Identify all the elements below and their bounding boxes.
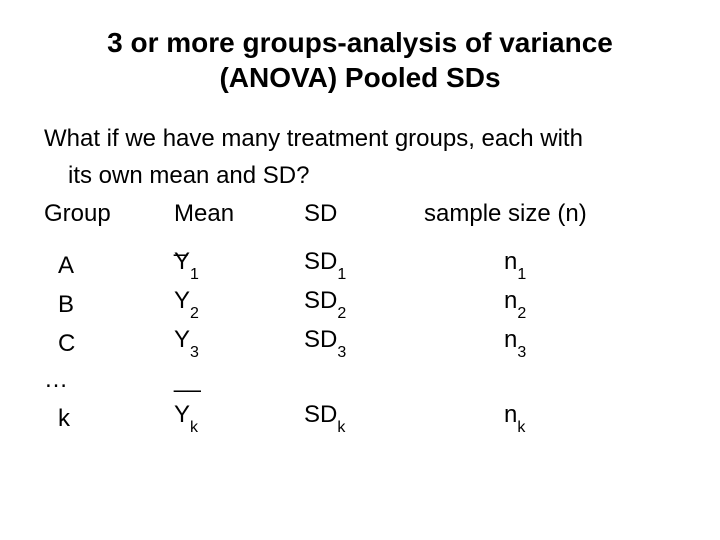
mean-sub: k [190, 419, 198, 436]
cell-group: C [44, 327, 174, 361]
header-group: Group [44, 197, 174, 231]
cell-group: B [44, 288, 174, 322]
header-mean: Mean [174, 197, 304, 231]
mean-base: Y [174, 326, 190, 353]
cell-n: nk [464, 398, 680, 435]
mean-base: Y [174, 287, 190, 314]
table-row: B Y2 SD2 n2 [44, 284, 680, 321]
sd-sub: 3 [337, 344, 346, 361]
n-base: n [504, 326, 517, 353]
slide-title: 3 or more groups-analysis of variance (A… [40, 25, 680, 95]
sd-base: SD [304, 326, 337, 353]
intro-line2: its own mean and SD? [40, 160, 680, 191]
cell-mean: __ [174, 363, 304, 397]
n-sub: 1 [517, 266, 526, 283]
n-sub: 3 [517, 344, 526, 361]
overline-icon: _ [174, 227, 187, 261]
table-row-ellipsis: … __ [44, 363, 680, 397]
table-row: A _ Y1 SD1 n1 [44, 245, 680, 282]
cell-n: n1 [464, 245, 680, 282]
anova-table: Group Mean SD sample size (n) A _ Y1 SD1… [40, 197, 680, 435]
cell-sd: SD3 [304, 323, 464, 360]
header-sd: SD [304, 197, 424, 231]
table-row: k Yk SDk nk [44, 398, 680, 435]
cell-group: k [44, 402, 174, 436]
cell-mean: _ Y1 [174, 245, 304, 282]
sd-base: SD [304, 401, 337, 428]
mean-base: Y [174, 401, 190, 428]
sd-base: SD [304, 248, 337, 275]
table-row: C Y3 SD3 n3 [44, 323, 680, 360]
cell-ellipsis: … [44, 363, 174, 397]
cell-sd: SD2 [304, 284, 464, 321]
n-sub: k [517, 419, 525, 436]
sd-base: SD [304, 287, 337, 314]
cell-sd: SDk [304, 398, 464, 435]
sd-sub: k [337, 419, 345, 436]
cell-n: n2 [464, 284, 680, 321]
sd-sub: 1 [337, 266, 346, 283]
title-line2: (ANOVA) Pooled SDs [219, 62, 500, 93]
cell-sd: SD1 [304, 245, 464, 282]
mean-sub: 2 [190, 305, 199, 322]
title-line1: 3 or more groups-analysis of variance [107, 27, 613, 58]
mean-sub: 1 [190, 266, 199, 283]
cell-n: n3 [464, 323, 680, 360]
sd-sub: 2 [337, 305, 346, 322]
n-base: n [504, 287, 517, 314]
cell-mean: Y3 [174, 323, 304, 360]
overline-long-icon: __ [174, 366, 201, 393]
cell-group: A [44, 249, 174, 283]
mean-sub: 3 [190, 344, 199, 361]
header-n: sample size (n) [424, 197, 680, 231]
cell-mean: Y2 [174, 284, 304, 321]
n-base: n [504, 248, 517, 275]
intro-line1: What if we have many treatment groups, e… [40, 123, 680, 154]
n-sub: 2 [517, 305, 526, 322]
n-base: n [504, 401, 517, 428]
table-header-row: Group Mean SD sample size (n) [44, 197, 680, 231]
cell-mean: Yk [174, 398, 304, 435]
